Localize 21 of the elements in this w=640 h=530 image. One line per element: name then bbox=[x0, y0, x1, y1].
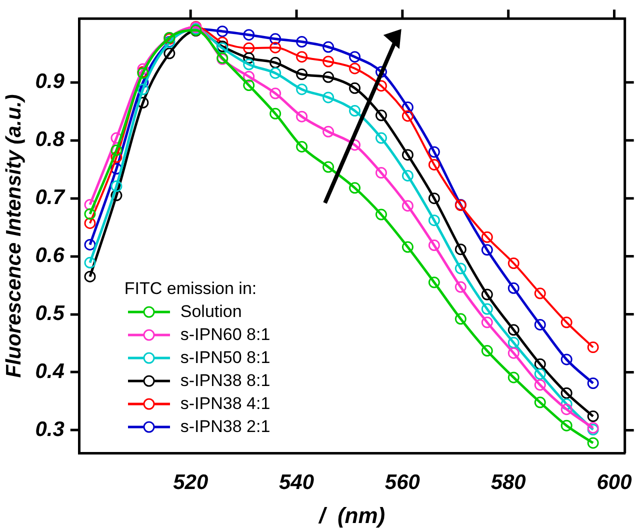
legend-label: s-IPN38 4:1 bbox=[180, 393, 270, 416]
x-tick-label: 560 bbox=[384, 470, 420, 494]
y-tick-label: 0.8 bbox=[35, 128, 65, 152]
x-tick-label: 600 bbox=[596, 470, 632, 494]
x-tick-label: 520 bbox=[173, 470, 208, 494]
y-tick-label: 0.7 bbox=[35, 186, 66, 210]
x-tick-label: 540 bbox=[278, 470, 314, 494]
legend-label: s-IPN60 8:1 bbox=[180, 324, 270, 346]
y-axis-title: Fluorescence Intensity (a.u.) bbox=[2, 94, 26, 378]
legend-label: s-IPN38 8:1 bbox=[180, 370, 270, 392]
y-tick-label: 0.9 bbox=[35, 70, 65, 94]
x-axis-title: / (nm) bbox=[318, 502, 386, 528]
y-tick-label: 0.3 bbox=[35, 418, 65, 442]
y-tick-label: 0.4 bbox=[35, 360, 65, 384]
legend-title: FITC emission in: bbox=[124, 278, 258, 300]
x-tick-label: 580 bbox=[490, 470, 526, 494]
y-tick-label: 0.6 bbox=[35, 244, 65, 268]
legend-label: Solution bbox=[180, 301, 242, 324]
legend-label: s-IPN38 2:1 bbox=[180, 416, 270, 438]
legend-label: s-IPN50 8:1 bbox=[180, 347, 270, 370]
y-tick-label: 0.5 bbox=[35, 302, 65, 326]
